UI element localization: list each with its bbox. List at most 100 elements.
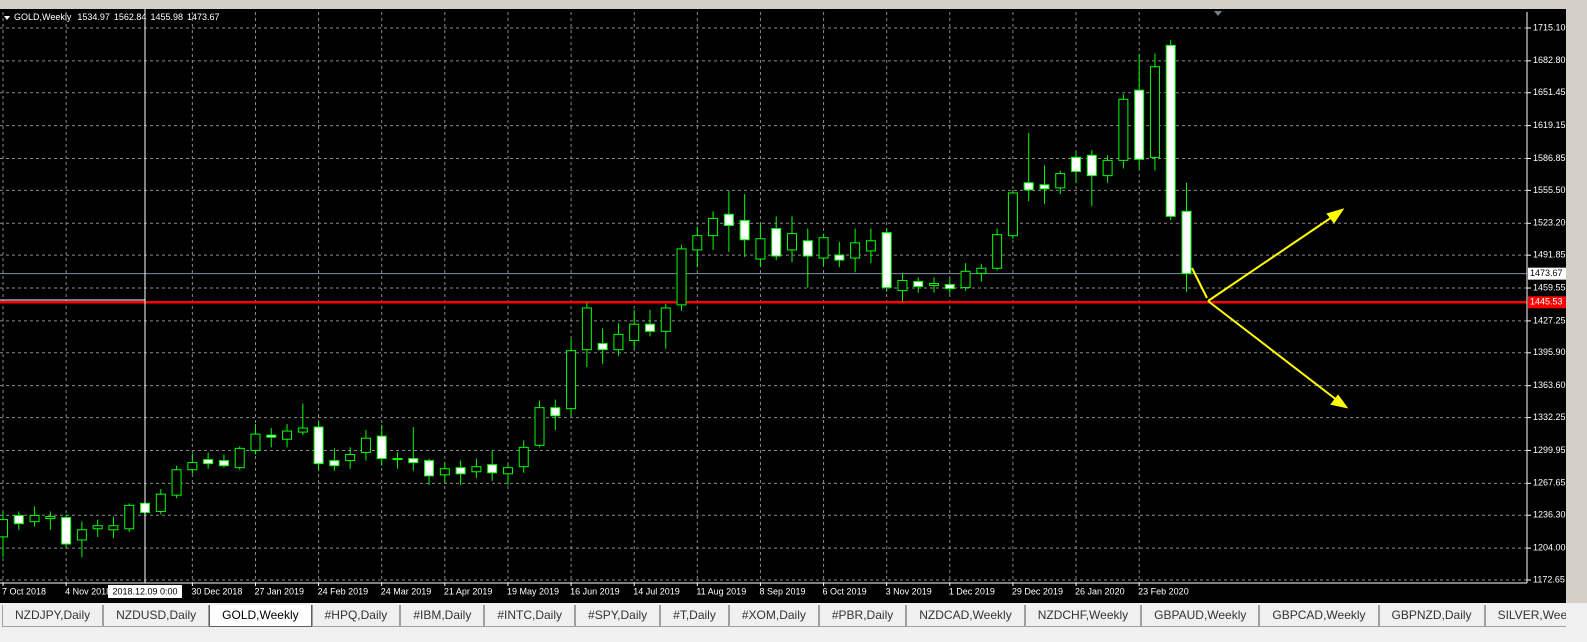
arrows bbox=[1191, 208, 1349, 409]
y-tick-label: 1332.25 bbox=[1533, 412, 1566, 422]
y-tick-label: 1555.50 bbox=[1533, 185, 1566, 195]
candle-body bbox=[723, 213, 734, 227]
right-strip bbox=[1566, 9, 1587, 603]
candle-body bbox=[155, 493, 166, 512]
arrow-down-right bbox=[1207, 300, 1343, 405]
candle-body bbox=[1118, 98, 1129, 161]
x-tick-label: 16 Jun 2019 bbox=[570, 586, 620, 596]
candle-body bbox=[929, 283, 940, 287]
y-tick-label: 1267.65 bbox=[1533, 478, 1566, 488]
candle-body bbox=[613, 333, 624, 351]
last-price-box bbox=[1528, 267, 1566, 280]
tab[interactable]: SILVER,Weekly bbox=[1484, 605, 1566, 627]
tab[interactable]: #SPY,Daily bbox=[575, 605, 661, 627]
x-tick-label: 1 Dec 2019 bbox=[949, 586, 995, 596]
candle-body bbox=[834, 254, 845, 261]
chart-background bbox=[0, 9, 1566, 603]
x-tick-label: 8 Sep 2019 bbox=[759, 586, 805, 596]
y-tick-label: 1523.20 bbox=[1533, 218, 1566, 228]
y-tick-label: 1682.80 bbox=[1533, 55, 1566, 65]
tab[interactable]: #IBM,Daily bbox=[400, 605, 485, 627]
candle-body bbox=[755, 238, 766, 260]
x-tick-label: 29 Dec 2019 bbox=[1012, 586, 1063, 596]
candle-body bbox=[1181, 210, 1192, 275]
candle-body bbox=[408, 458, 419, 464]
x-tick-label: 30 Dec 2018 bbox=[191, 586, 242, 596]
y-tick-label: 1586.85 bbox=[1533, 153, 1566, 163]
candle-body bbox=[629, 323, 640, 341]
candle-body bbox=[1023, 182, 1034, 191]
candle-body bbox=[1007, 192, 1018, 237]
tab[interactable]: GOLD,Weekly bbox=[209, 605, 312, 627]
x-tick-label: 21 Apr 2019 bbox=[444, 586, 493, 596]
tab[interactable]: #PBR,Daily bbox=[818, 605, 907, 627]
y-tick-label: 1651.45 bbox=[1533, 87, 1566, 97]
tab[interactable]: NZDCAD,Weekly bbox=[906, 605, 1025, 627]
top-strip bbox=[0, 0, 1587, 9]
candle-body bbox=[108, 525, 119, 531]
candle-body bbox=[45, 516, 56, 520]
symbol: GOLD,Weekly bbox=[14, 12, 72, 22]
candle-body bbox=[29, 515, 40, 523]
y-tick-label: 1715.10 bbox=[1533, 22, 1566, 32]
chart: 1715.10 1682.80 1651.45 1619.15 1586.85 1555.… bbox=[0, 0, 1587, 603]
y-tick-label: 1172.65 bbox=[1533, 574, 1565, 584]
last-price-label: 1473.67 bbox=[1530, 268, 1563, 278]
candle-body bbox=[92, 525, 103, 530]
tab[interactable]: #HPQ,Daily bbox=[311, 605, 401, 627]
tab[interactable]: NZDJPY,Daily bbox=[2, 605, 104, 627]
chart-shift-marker bbox=[1214, 11, 1222, 16]
candle-body bbox=[865, 240, 876, 252]
x-tick-label: 23 Feb 2020 bbox=[1138, 586, 1189, 596]
candle-body bbox=[566, 350, 577, 410]
y-tick-label: 1236.30 bbox=[1533, 510, 1566, 520]
candle-body bbox=[850, 242, 861, 259]
tab[interactable]: GBPNZD,Daily bbox=[1378, 605, 1485, 627]
candle-body bbox=[439, 468, 450, 476]
candle-body bbox=[550, 407, 561, 417]
y-tick-label: 1491.85 bbox=[1533, 250, 1566, 260]
candle-body bbox=[739, 219, 750, 241]
tab[interactable]: #XOM,Daily bbox=[728, 605, 819, 627]
tab[interactable]: GBPAUD,Weekly bbox=[1141, 605, 1260, 627]
candle-body bbox=[692, 235, 703, 251]
candle-body bbox=[1165, 44, 1176, 217]
x-tick-label: 14 Jul 2019 bbox=[633, 586, 680, 596]
candle-body bbox=[581, 307, 592, 351]
candle-body bbox=[376, 435, 387, 460]
header-marker bbox=[4, 16, 10, 20]
candle-body bbox=[1071, 156, 1082, 173]
candle-body bbox=[597, 343, 608, 351]
candle-body bbox=[360, 437, 371, 453]
x-tick-label: 3 Nov 2019 bbox=[886, 586, 932, 596]
candle-body bbox=[392, 458, 403, 461]
tab[interactable]: #T,Daily bbox=[660, 605, 729, 627]
candle-body bbox=[771, 228, 782, 257]
tab[interactable]: GBPCAD,Weekly bbox=[1259, 605, 1379, 627]
candle-body bbox=[250, 433, 261, 451]
x-tick-label: 6 Oct 2019 bbox=[823, 586, 867, 596]
candle-body bbox=[660, 307, 671, 332]
tab[interactable]: NZDUSD,Daily bbox=[103, 605, 210, 627]
candle-body bbox=[313, 426, 324, 465]
candle-body bbox=[1149, 66, 1160, 158]
candle-body bbox=[297, 427, 308, 433]
candle-body bbox=[76, 529, 87, 541]
x-tick-label: 7 Oct 2018 bbox=[2, 586, 46, 596]
candle-body bbox=[0, 519, 8, 538]
tab-bar: NZDJPY,Daily NZDUSD,Daily GOLD,Weekly #HPQ,… bbox=[2, 605, 1566, 627]
arrow-up-right bbox=[1207, 212, 1339, 302]
candle-body bbox=[13, 515, 24, 525]
candle-body bbox=[345, 453, 356, 462]
candle-body bbox=[1086, 154, 1097, 177]
candle-body bbox=[1055, 173, 1066, 189]
candle-body bbox=[203, 459, 214, 465]
y-tick-label: 1363.60 bbox=[1533, 380, 1566, 390]
candle-body bbox=[124, 504, 135, 530]
candle-body bbox=[992, 234, 1003, 269]
tab[interactable]: NZDCHF,Weekly bbox=[1024, 605, 1142, 627]
tab[interactable]: #INTC,Daily bbox=[484, 605, 576, 627]
candle-body bbox=[487, 464, 498, 474]
crosshair-label-box bbox=[108, 585, 182, 598]
